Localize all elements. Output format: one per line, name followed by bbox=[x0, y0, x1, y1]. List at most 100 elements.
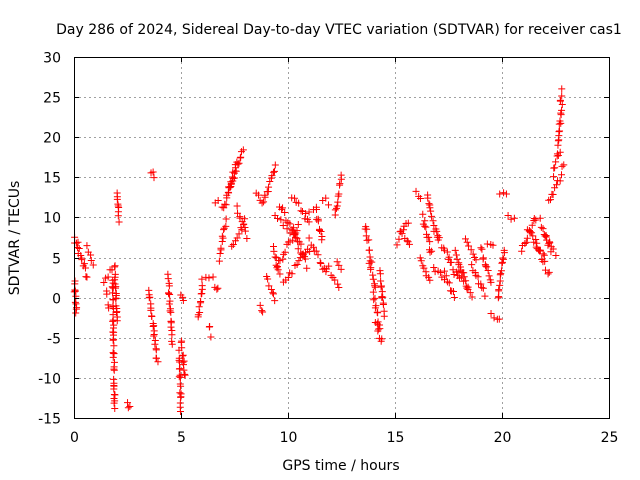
data-point bbox=[176, 380, 184, 388]
data-point bbox=[112, 295, 120, 303]
data-point bbox=[179, 352, 187, 360]
data-point bbox=[451, 246, 459, 254]
data-point bbox=[149, 168, 157, 176]
data-point bbox=[558, 92, 566, 100]
data-point bbox=[374, 325, 382, 333]
data-point bbox=[218, 232, 226, 240]
data-point bbox=[489, 241, 497, 249]
data-point bbox=[468, 293, 476, 301]
data-point bbox=[370, 296, 378, 304]
data-point bbox=[237, 148, 245, 156]
data-point bbox=[114, 200, 122, 208]
data-point bbox=[316, 259, 324, 267]
data-point bbox=[529, 232, 537, 240]
data-point bbox=[558, 171, 566, 179]
data-point bbox=[485, 272, 493, 280]
data-point bbox=[233, 202, 241, 210]
data-point bbox=[333, 258, 341, 266]
data-point bbox=[265, 282, 273, 290]
data-point bbox=[426, 248, 434, 256]
data-point bbox=[181, 371, 189, 379]
data-point bbox=[371, 294, 379, 302]
x-tick-label: 5 bbox=[177, 430, 186, 446]
data-point bbox=[461, 235, 469, 243]
y-tick-label: 30 bbox=[43, 51, 61, 67]
data-point bbox=[294, 238, 302, 246]
data-point bbox=[435, 234, 443, 242]
data-point bbox=[231, 174, 239, 182]
data-point bbox=[294, 245, 302, 253]
data-point bbox=[269, 290, 277, 298]
data-point bbox=[225, 189, 233, 197]
data-point bbox=[373, 320, 381, 328]
data-point bbox=[460, 269, 468, 277]
data-point bbox=[290, 230, 298, 238]
data-point bbox=[479, 284, 487, 292]
data-point bbox=[334, 198, 342, 206]
data-point bbox=[229, 240, 237, 248]
data-point bbox=[221, 200, 229, 208]
data-point bbox=[497, 270, 505, 278]
data-point bbox=[305, 208, 313, 216]
data-point bbox=[545, 268, 553, 276]
data-point bbox=[104, 273, 112, 281]
data-point bbox=[335, 261, 343, 269]
data-point bbox=[312, 247, 320, 255]
data-point bbox=[78, 256, 86, 264]
data-point bbox=[558, 85, 566, 93]
data-point bbox=[124, 399, 132, 407]
data-point bbox=[279, 222, 287, 230]
data-point bbox=[474, 273, 482, 281]
data-point bbox=[537, 223, 545, 231]
data-point bbox=[463, 238, 471, 246]
chart-title: Day 286 of 2024, Sidereal Day-to-day VTE… bbox=[56, 22, 622, 38]
data-point bbox=[496, 281, 504, 289]
data-point bbox=[521, 240, 529, 248]
data-point bbox=[110, 385, 118, 393]
data-point bbox=[479, 254, 487, 262]
data-point bbox=[109, 336, 117, 344]
data-point bbox=[290, 224, 298, 232]
data-point bbox=[217, 246, 225, 254]
data-point bbox=[465, 242, 473, 250]
data-point bbox=[378, 335, 386, 343]
data-point bbox=[81, 264, 89, 272]
data-point bbox=[496, 190, 504, 198]
data-point bbox=[426, 204, 434, 212]
data-point bbox=[365, 236, 373, 244]
data-point bbox=[273, 264, 281, 272]
data-point bbox=[500, 189, 508, 197]
data-point bbox=[331, 276, 339, 284]
data-point bbox=[166, 297, 174, 305]
data-point bbox=[499, 255, 507, 263]
data-point bbox=[205, 274, 213, 282]
data-point bbox=[126, 402, 134, 410]
data-point bbox=[554, 151, 562, 159]
data-point bbox=[165, 290, 173, 298]
data-point bbox=[403, 237, 411, 245]
data-point bbox=[176, 408, 184, 416]
data-point bbox=[477, 280, 485, 288]
data-point bbox=[335, 284, 343, 292]
data-point bbox=[518, 247, 526, 255]
data-point bbox=[281, 248, 289, 256]
data-point bbox=[325, 262, 333, 270]
data-point bbox=[502, 190, 510, 198]
axis-ticks: 0 5 10 15 20 25 -15 -10 -5 0 5 10 15 20 25 30 bbox=[38, 51, 618, 447]
data-point bbox=[540, 251, 548, 259]
data-point bbox=[428, 247, 436, 255]
data-point bbox=[110, 399, 118, 407]
data-point bbox=[154, 358, 162, 366]
data-point bbox=[164, 275, 172, 283]
data-point bbox=[495, 287, 503, 295]
data-point bbox=[449, 266, 457, 274]
data-point bbox=[222, 201, 230, 209]
data-point bbox=[317, 259, 325, 267]
data-point bbox=[271, 297, 279, 305]
data-point bbox=[277, 216, 285, 224]
plot-frame bbox=[74, 57, 610, 419]
data-point bbox=[477, 244, 485, 252]
data-point bbox=[258, 199, 266, 207]
data-point bbox=[232, 167, 240, 175]
data-point bbox=[303, 264, 311, 272]
